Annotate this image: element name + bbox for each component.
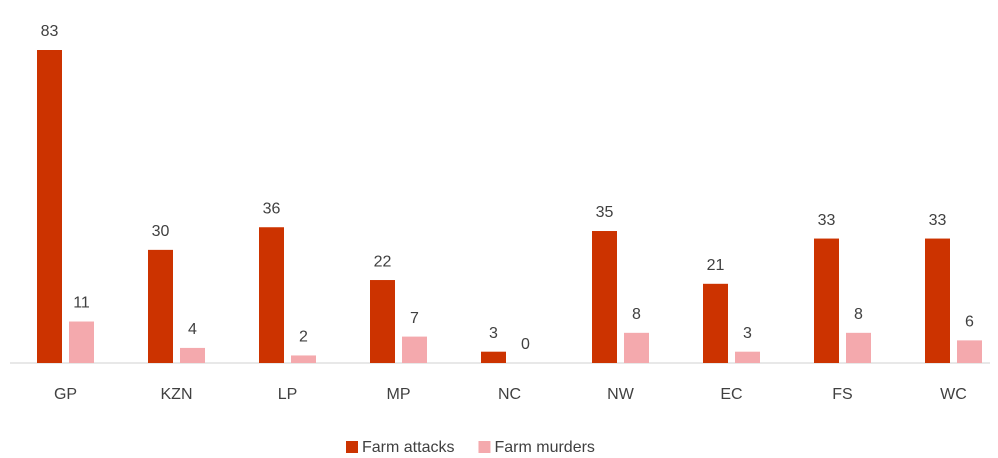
legend-swatch	[478, 441, 491, 453]
value-label: 30	[152, 223, 170, 240]
legend-label: Farm murders	[494, 439, 594, 456]
value-label: 11	[73, 295, 90, 312]
bar	[402, 336, 427, 363]
value-label: 35	[596, 204, 614, 221]
value-label: 2	[299, 329, 308, 346]
x-tick-label: GP	[54, 386, 77, 403]
x-tick-label: NC	[498, 386, 521, 403]
legend-swatch	[346, 441, 358, 453]
value-label: 36	[263, 200, 281, 217]
bar	[481, 351, 506, 363]
x-tick-label: FS	[832, 386, 852, 403]
x-tick-label: NW	[607, 386, 635, 403]
bar	[925, 238, 950, 363]
legend-label: Farm attacks	[362, 439, 454, 456]
bar	[735, 351, 760, 363]
value-label: 33	[818, 212, 836, 229]
bar	[180, 347, 205, 363]
value-label: 83	[41, 23, 59, 40]
bar	[846, 332, 871, 363]
bar	[291, 355, 316, 363]
x-tick-label: EC	[720, 386, 742, 403]
value-label: 22	[374, 253, 392, 270]
x-tick-label: KZN	[161, 386, 193, 403]
bar	[957, 340, 982, 363]
value-label: 4	[188, 321, 197, 338]
value-label: 7	[410, 310, 419, 327]
value-label: 21	[707, 257, 725, 274]
value-label: 8	[632, 306, 641, 323]
x-tick-label: LP	[278, 386, 298, 403]
value-label: 0	[521, 336, 530, 353]
x-tick-label: WC	[940, 386, 967, 403]
value-label: 3	[743, 325, 752, 342]
value-label: 6	[965, 314, 974, 331]
x-tick-label: MP	[387, 386, 411, 403]
bar	[592, 231, 617, 363]
bar	[259, 227, 284, 363]
value-label: 3	[489, 325, 498, 342]
bar	[703, 283, 728, 363]
value-label: 33	[929, 212, 947, 229]
value-label: 8	[854, 306, 863, 323]
bar	[148, 249, 173, 363]
bar	[37, 50, 62, 363]
bar	[624, 332, 649, 363]
bar	[370, 280, 395, 363]
bar	[69, 321, 94, 363]
bar	[814, 238, 839, 363]
